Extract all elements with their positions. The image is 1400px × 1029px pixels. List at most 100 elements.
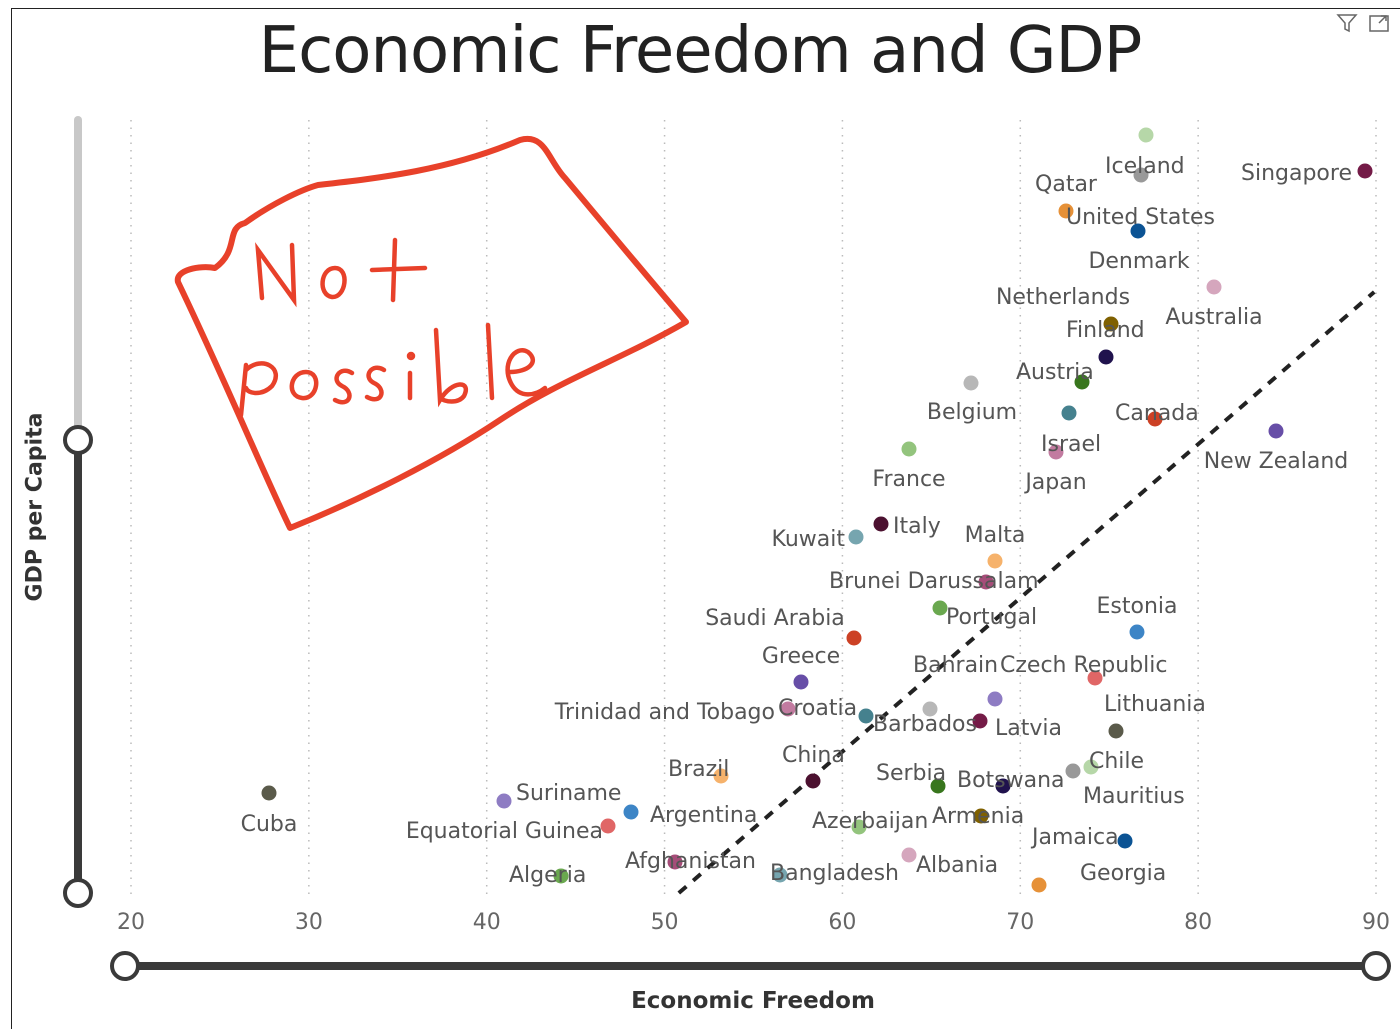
point-label: Algeria: [509, 863, 586, 888]
data-point[interactable]: [1098, 349, 1114, 365]
data-point[interactable]: [978, 574, 994, 590]
data-point[interactable]: [901, 441, 917, 457]
data-point[interactable]: [496, 793, 512, 809]
point-label: Canada: [1115, 401, 1199, 426]
point-label: Denmark: [1088, 249, 1189, 274]
x-axis-range-slider[interactable]: [110, 951, 1391, 981]
point-label: United States: [1066, 205, 1215, 230]
data-point[interactable]: [1133, 167, 1149, 183]
point-label: Portugal: [946, 605, 1037, 630]
data-point[interactable]: [261, 785, 277, 801]
data-point[interactable]: [1268, 423, 1284, 439]
data-point[interactable]: [1357, 163, 1373, 179]
data-point[interactable]: [1065, 763, 1081, 779]
point-label: Brazil: [668, 757, 729, 782]
point-label: Afghanistan: [625, 849, 756, 874]
point-label: Barbados: [873, 712, 977, 737]
x-slider-left-handle[interactable]: [110, 951, 140, 981]
x-tick-label: 50: [651, 910, 679, 935]
trendline: [677, 290, 1376, 895]
data-point[interactable]: [1129, 624, 1145, 640]
point-label: New Zealand: [1204, 449, 1349, 474]
data-point[interactable]: [1083, 759, 1099, 775]
data-point[interactable]: [713, 768, 729, 784]
data-point[interactable]: [667, 854, 683, 870]
point-label: Azerbaijan: [812, 809, 928, 834]
point-label: Iceland: [1105, 154, 1185, 179]
point-labels: Cuba Suriname Equatorial Guinea Algeria Arge…: [241, 154, 1352, 888]
point-label: Malta: [965, 523, 1026, 548]
point-label: Latvia: [995, 716, 1062, 741]
point-label: Japan: [1023, 470, 1086, 495]
data-point[interactable]: [772, 867, 788, 883]
trendline-path: [677, 290, 1376, 895]
data-point[interactable]: [987, 553, 1003, 569]
visual-header-icons: [1336, 12, 1390, 34]
point-label: Israel: [1041, 432, 1101, 457]
point-label: Netherlands: [996, 285, 1130, 310]
data-point[interactable]: [858, 708, 874, 724]
data-point[interactable]: [805, 773, 821, 789]
data-point[interactable]: [623, 804, 639, 820]
data-point[interactable]: [1048, 444, 1064, 460]
data-point[interactable]: [846, 630, 862, 646]
data-point[interactable]: [901, 847, 917, 863]
x-tick-label: 60: [828, 910, 856, 935]
data-point[interactable]: [1206, 279, 1222, 295]
point-label: Georgia: [1080, 861, 1166, 886]
data-point[interactable]: [995, 778, 1011, 794]
data-point[interactable]: [873, 516, 889, 532]
data-point[interactable]: [963, 375, 979, 391]
data-point[interactable]: [1117, 833, 1133, 849]
point-label: Finland: [1066, 318, 1145, 343]
data-point[interactable]: [932, 600, 948, 616]
data-point[interactable]: [922, 701, 938, 717]
point-label: Jamaica: [1030, 825, 1119, 850]
data-point[interactable]: [848, 529, 864, 545]
data-point[interactable]: [1058, 203, 1074, 219]
point-label: Qatar: [1035, 172, 1098, 197]
data-point[interactable]: [600, 818, 616, 834]
point-label: Estonia: [1097, 594, 1178, 619]
filter-icon[interactable]: [1336, 12, 1358, 34]
data-point[interactable]: [1087, 670, 1103, 686]
data-point[interactable]: [851, 819, 867, 835]
data-point[interactable]: [553, 868, 569, 884]
chart-title: Economic Freedom and GDP: [258, 14, 1143, 88]
point-label: China: [782, 743, 845, 768]
y-slider-bottom-handle[interactable]: [63, 878, 93, 908]
data-point[interactable]: [793, 674, 809, 690]
data-points: [261, 127, 1373, 893]
x-tick-label: 30: [295, 910, 323, 935]
data-point[interactable]: [780, 701, 796, 717]
visual-frame: [11, 8, 1400, 1029]
y-slider-top-handle[interactable]: [63, 425, 93, 455]
point-label: Greece: [762, 644, 840, 669]
data-point[interactable]: [1130, 223, 1146, 239]
point-label: Equatorial Guinea: [406, 819, 603, 844]
x-tick-label: 70: [1006, 910, 1034, 935]
data-point[interactable]: [987, 691, 1003, 707]
point-label: Albania: [916, 853, 998, 878]
x-axis-title: Economic Freedom: [631, 988, 875, 1014]
x-slider-right-handle[interactable]: [1361, 951, 1391, 981]
point-label: Mauritius: [1083, 784, 1185, 809]
data-point[interactable]: [1061, 405, 1077, 421]
point-label: Serbia: [876, 761, 946, 786]
data-point[interactable]: [1103, 316, 1119, 332]
y-axis-range-slider[interactable]: [63, 116, 93, 908]
data-point[interactable]: [972, 713, 988, 729]
data-point[interactable]: [930, 778, 946, 794]
data-point[interactable]: [1147, 411, 1163, 427]
focus-mode-icon[interactable]: [1368, 12, 1390, 34]
data-point[interactable]: [1074, 374, 1090, 390]
data-point[interactable]: [1108, 723, 1124, 739]
point-label: Belgium: [927, 400, 1017, 425]
data-point[interactable]: [1138, 127, 1154, 143]
data-point[interactable]: [1031, 877, 1047, 893]
point-label: Bahrain: [913, 653, 998, 678]
point-label: Bangladesh: [770, 861, 899, 886]
point-label: Saudi Arabia: [705, 606, 845, 631]
data-point[interactable]: [973, 808, 989, 824]
point-label: France: [872, 467, 945, 492]
